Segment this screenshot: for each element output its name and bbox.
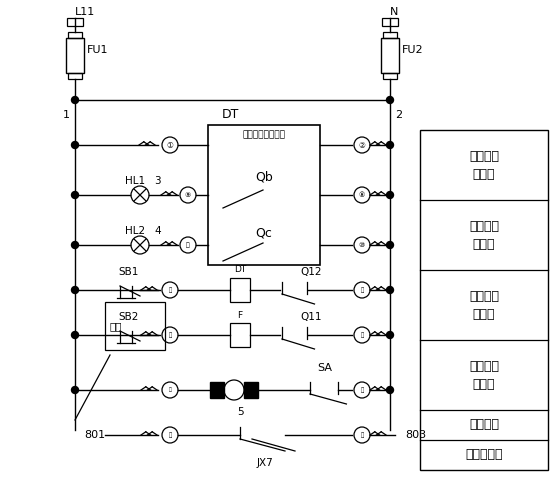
Text: 1: 1 [63, 110, 70, 120]
Text: Qc: Qc [255, 227, 272, 240]
Circle shape [386, 192, 394, 199]
Circle shape [72, 96, 78, 104]
Text: ㉛: ㉛ [169, 287, 171, 293]
Text: N: N [390, 7, 398, 17]
Bar [67, 18, 83, 26]
Bar [105, 302, 165, 350]
Circle shape [72, 287, 78, 293]
Text: SA: SA [318, 363, 333, 373]
Circle shape [386, 142, 394, 148]
Bar [383, 32, 397, 38]
Text: 智能型电子脱扣器: 智能型电子脱扣器 [242, 131, 286, 140]
Circle shape [386, 386, 394, 394]
Circle shape [386, 241, 394, 249]
Text: ②: ② [358, 141, 366, 149]
Text: DT: DT [221, 108, 239, 121]
Text: HL2: HL2 [125, 226, 145, 236]
Text: ⑰: ⑰ [186, 242, 190, 248]
Text: ⑩: ⑩ [359, 242, 365, 248]
Bar [244, 382, 258, 398]
Circle shape [72, 386, 78, 394]
Text: （红）: （红） [473, 168, 495, 181]
Text: ⑧: ⑧ [359, 192, 365, 198]
Circle shape [72, 192, 78, 199]
Text: L11: L11 [75, 7, 95, 17]
Text: Q11: Q11 [300, 312, 321, 322]
Text: 801: 801 [84, 430, 105, 440]
Text: HL1: HL1 [125, 176, 145, 186]
Text: （绿）: （绿） [473, 379, 495, 392]
Bar [230, 278, 250, 302]
Text: 合闸指示: 合闸指示 [469, 151, 499, 164]
Circle shape [72, 142, 78, 148]
Text: ㉖: ㉖ [169, 432, 171, 438]
Text: ㉔: ㉔ [361, 387, 363, 393]
Text: 电动分闸: 电动分闸 [469, 360, 499, 373]
Text: 2: 2 [395, 110, 402, 120]
Text: FU2: FU2 [402, 45, 423, 55]
Bar [208, 125, 320, 265]
Text: ㉜: ㉜ [361, 287, 363, 293]
Text: SB1: SB1 [118, 267, 138, 277]
Text: （红）: （红） [473, 309, 495, 322]
Text: 3: 3 [154, 176, 161, 186]
Text: ㉕: ㉕ [361, 432, 363, 438]
Circle shape [386, 96, 394, 104]
Text: Qb: Qb [255, 170, 273, 183]
Circle shape [72, 332, 78, 338]
Text: Q12: Q12 [300, 267, 321, 277]
Text: ⑨: ⑨ [185, 192, 191, 198]
Bar [230, 323, 250, 347]
Text: 至负控信号: 至负控信号 [465, 448, 503, 461]
Bar [210, 382, 224, 398]
Bar [420, 130, 548, 470]
Text: 803: 803 [405, 430, 426, 440]
Text: DT: DT [234, 265, 246, 275]
Text: 电动合闸: 电动合闸 [469, 290, 499, 303]
Text: ①: ① [166, 141, 174, 149]
Circle shape [386, 332, 394, 338]
Text: ㉝: ㉝ [361, 332, 363, 338]
Bar [68, 32, 82, 38]
Text: 电动储能: 电动储能 [469, 419, 499, 432]
Text: （绿）: （绿） [473, 239, 495, 252]
Bar [66, 38, 84, 73]
Bar [381, 38, 399, 73]
Bar [382, 18, 398, 26]
Bar [383, 73, 397, 79]
Text: 4: 4 [154, 226, 161, 236]
Text: ㉟: ㉟ [169, 387, 171, 393]
Text: 5: 5 [237, 407, 243, 417]
Text: FU1: FU1 [87, 45, 109, 55]
Bar [68, 73, 82, 79]
Text: SB2: SB2 [118, 312, 138, 322]
Text: F: F [237, 311, 242, 320]
Text: 磁卡: 磁卡 [109, 321, 122, 331]
Text: 分闸指示: 分闸指示 [469, 220, 499, 233]
Text: ㉓: ㉓ [169, 332, 171, 338]
Circle shape [386, 287, 394, 293]
Text: JX7: JX7 [256, 458, 273, 468]
Circle shape [72, 241, 78, 249]
